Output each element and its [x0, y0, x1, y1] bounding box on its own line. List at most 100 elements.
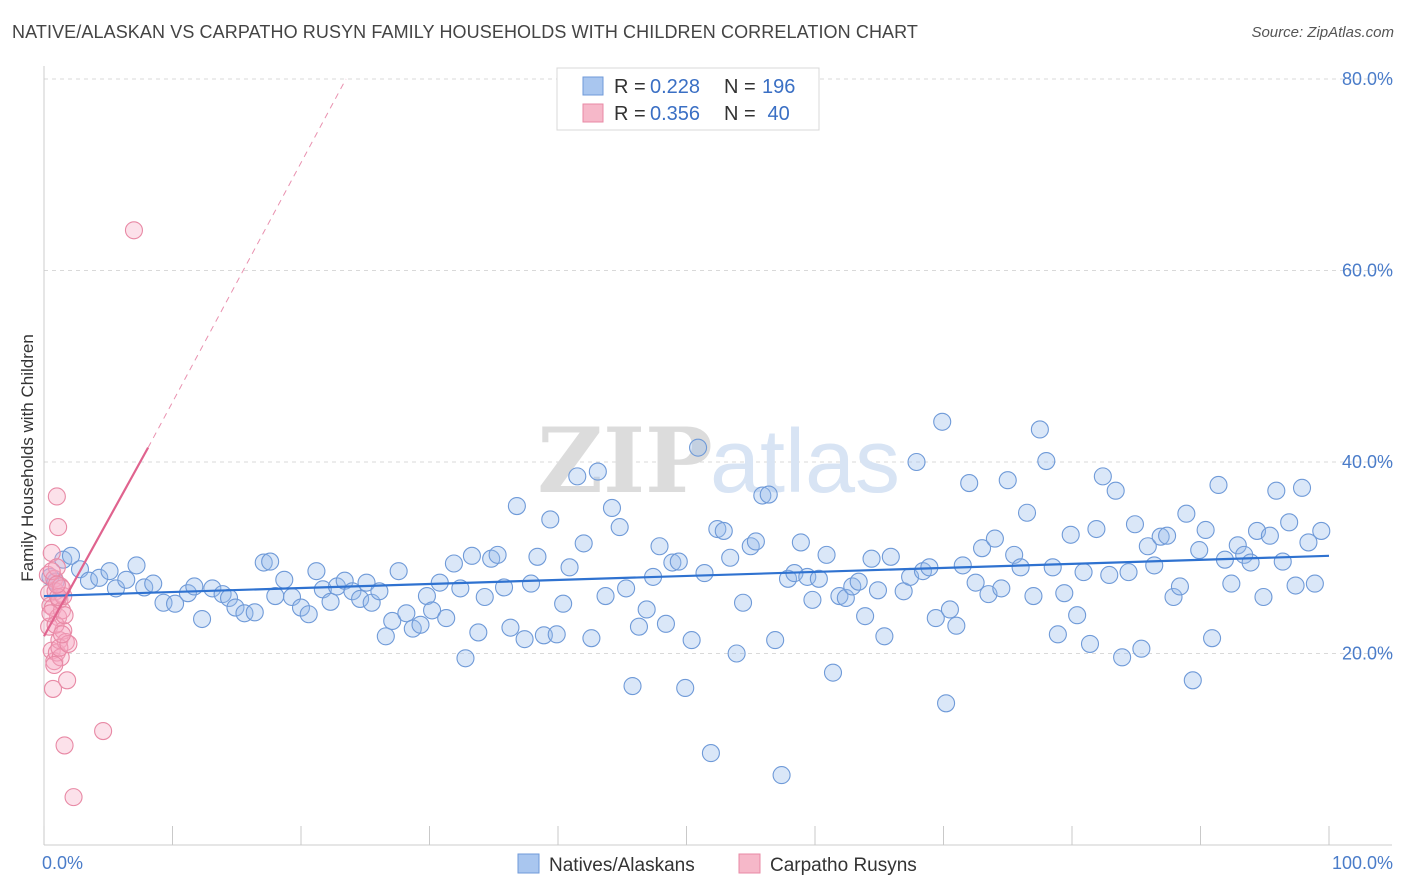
- natives-point-165: [1183, 671, 1202, 690]
- natives-point-55: [469, 623, 488, 642]
- natives-point-149: [1080, 634, 1100, 653]
- natives-point-160: [1151, 527, 1170, 546]
- natives-point-66: [541, 510, 560, 529]
- natives-point-44: [397, 604, 416, 623]
- legend-n-label-rusyns: N =: [724, 103, 756, 125]
- rusyns-point-37: [52, 625, 72, 644]
- natives-point-86: [676, 678, 695, 698]
- natives-point-12: [144, 574, 163, 593]
- natives-point-6: [90, 568, 109, 587]
- natives-point-109: [823, 663, 843, 682]
- natives-point-9: [117, 570, 136, 589]
- legend-r-value-rusyns: 0.356: [650, 103, 700, 125]
- y-axis-title: Family Households with Children: [18, 334, 37, 582]
- bottom-legend-label-natives: Natives/Alaskans: [549, 855, 695, 876]
- natives-point-101: [772, 766, 791, 785]
- natives-point-172: [1228, 536, 1247, 555]
- natives-point-98: [753, 486, 772, 505]
- rusyns-point-21: [43, 679, 63, 698]
- natives-point-177: [1260, 526, 1279, 545]
- natives-point-136: [998, 471, 1017, 490]
- natives-point-21: [226, 598, 245, 617]
- natives-point-25: [261, 552, 280, 571]
- rusyns-point-35: [50, 638, 69, 657]
- natives-point-184: [1305, 574, 1324, 593]
- legend-n-value-natives: 196: [762, 76, 795, 98]
- natives-point-138: [1011, 558, 1030, 577]
- natives-point-97: [746, 532, 765, 551]
- natives-point-56: [475, 587, 494, 607]
- natives-point-80: [637, 600, 656, 619]
- natives-point-88: [689, 438, 708, 457]
- natives-point-85: [669, 552, 688, 571]
- natives-point-157: [1132, 639, 1151, 658]
- bottom-legend-swatch-natives: [517, 853, 540, 874]
- rusyns-point-28: [124, 221, 143, 240]
- natives-point-51: [444, 554, 463, 573]
- natives-point-41: [376, 627, 395, 646]
- natives-point-141: [1030, 420, 1049, 439]
- natives-point-150: [1087, 519, 1106, 539]
- natives-point-162: [1164, 587, 1183, 607]
- natives-point-69: [560, 558, 579, 577]
- natives-point-178: [1267, 481, 1286, 500]
- rusyns-point-23: [55, 736, 74, 755]
- natives-point-89: [695, 564, 714, 583]
- natives-point-183: [1299, 533, 1318, 552]
- y-tick-label-0: 20.0%: [1342, 644, 1393, 664]
- natives-point-110: [830, 586, 849, 606]
- legend-swatch-natives: [582, 76, 604, 96]
- natives-point-5: [79, 571, 99, 590]
- legend-n-label-natives: N =: [724, 76, 756, 98]
- natives-point-54: [462, 546, 481, 565]
- trend-extension-rusyns: [147, 78, 347, 448]
- natives-point-130: [960, 474, 979, 493]
- gridlines: [44, 78, 1392, 654]
- series-natives-alaskans: [41, 412, 1331, 785]
- natives-point-31: [307, 562, 326, 581]
- watermark-atlas: atlas: [710, 412, 900, 512]
- tick-labels: 20.0% 40.0% 60.0% 80.0% 0.0% 100.0%: [42, 69, 1393, 873]
- natives-point-106: [803, 590, 822, 609]
- natives-point-27: [275, 570, 294, 589]
- natives-point-70: [568, 467, 587, 486]
- natives-point-79: [629, 617, 649, 636]
- natives-point-127: [940, 600, 959, 619]
- natives-point-40: [370, 582, 389, 601]
- rusyns-point-36: [59, 634, 78, 653]
- x-tick-label-0: 0.0%: [42, 853, 83, 873]
- natives-point-18: [203, 579, 222, 598]
- x-tick-label-1: 100.0%: [1332, 853, 1393, 873]
- series-carpatho-rusyns: [38, 221, 143, 807]
- bottom-legend-label-rusyns: Carpatho Rusyns: [770, 855, 917, 876]
- natives-point-64: [528, 547, 547, 566]
- natives-point-72: [582, 629, 601, 648]
- natives-point-14: [166, 594, 185, 613]
- natives-point-108: [817, 545, 836, 564]
- natives-point-74: [596, 586, 615, 606]
- rusyns-point-25: [94, 722, 113, 741]
- natives-point-185: [1312, 521, 1331, 540]
- natives-point-24: [254, 553, 273, 572]
- rusyns-point-24: [64, 788, 83, 807]
- natives-point-114: [856, 607, 875, 626]
- trend-line-rusyns: [43, 447, 150, 637]
- natives-point-118: [881, 547, 900, 566]
- y-tick-label-3: 80.0%: [1342, 69, 1393, 89]
- natives-point-94: [727, 644, 746, 663]
- legend-r-label-natives: R =: [614, 76, 646, 98]
- natives-point-121: [907, 452, 926, 472]
- natives-point-166: [1190, 541, 1209, 560]
- chart-title: NATIVE/ALASKAN VS CARPATHO RUSYN FAMILY …: [12, 22, 919, 42]
- natives-point-7: [100, 562, 119, 581]
- natives-point-91: [708, 519, 727, 539]
- natives-point-65: [534, 626, 553, 645]
- natives-point-15: [178, 584, 197, 603]
- natives-point-152: [1100, 565, 1119, 585]
- trend-line-natives: [43, 554, 1330, 598]
- natives-point-96: [741, 537, 760, 556]
- natives-point-163: [1170, 577, 1189, 596]
- natives-point-179: [1273, 552, 1292, 571]
- natives-point-26: [266, 586, 285, 606]
- legend-swatch-rusyns: [582, 103, 604, 123]
